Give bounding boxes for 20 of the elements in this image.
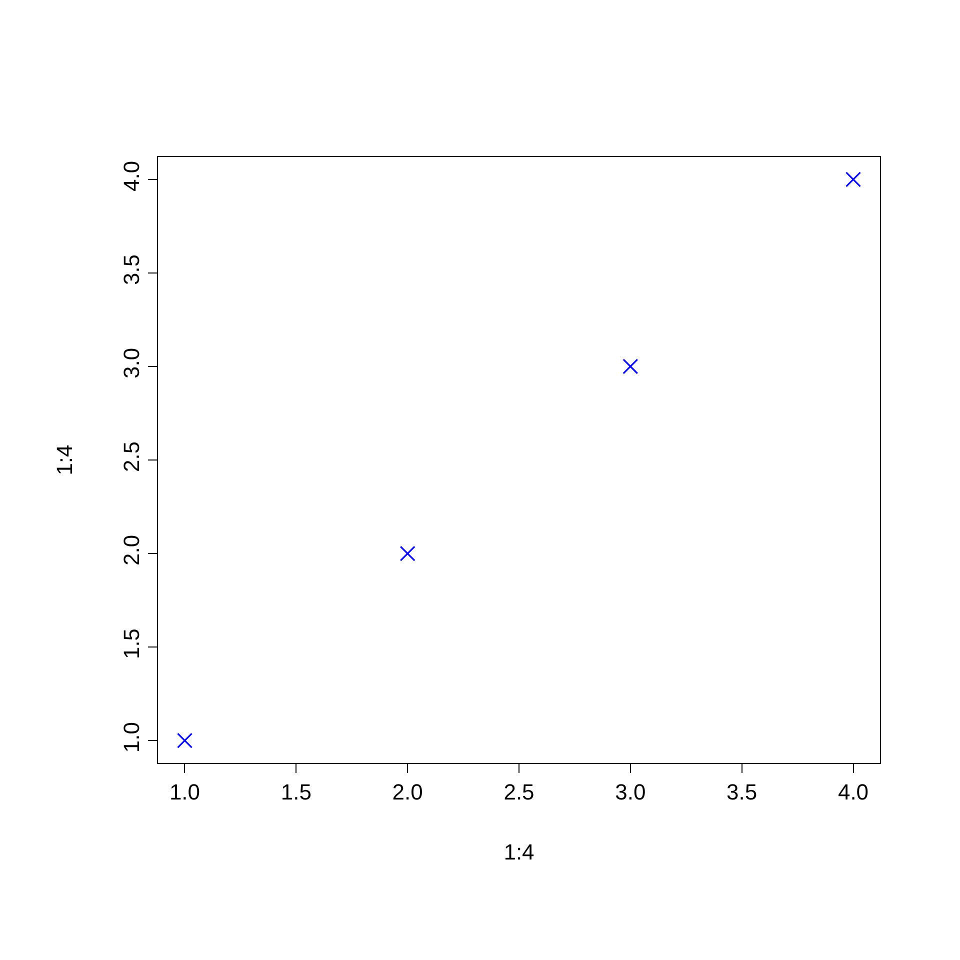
y-tick-label: 2.5 [119, 441, 144, 472]
x-axis-title: 1:4 [504, 839, 534, 864]
y-tick-label: 4.0 [119, 160, 144, 192]
x-tick-label: 1.5 [280, 780, 312, 804]
y-tick-label: 3.0 [119, 348, 144, 378]
y-tick-label: 1.5 [119, 628, 144, 660]
x-tick-label: 1.0 [169, 780, 200, 804]
point [845, 172, 862, 188]
y-tick-label: 3.5 [119, 254, 144, 285]
y-tick-label: 2.0 [119, 534, 144, 566]
point [622, 358, 638, 374]
x-tick-label: 4.0 [838, 780, 869, 804]
y-tick-label: 1.0 [119, 722, 144, 753]
point [176, 732, 193, 748]
x-tick-label: 3.0 [615, 780, 646, 804]
x-tick-label: 2.5 [504, 780, 534, 804]
x-tick-label: 3.5 [726, 780, 758, 804]
y-axis-title: 1:4 [52, 444, 77, 476]
point [400, 546, 416, 562]
x-tick-label: 2.0 [392, 780, 423, 804]
